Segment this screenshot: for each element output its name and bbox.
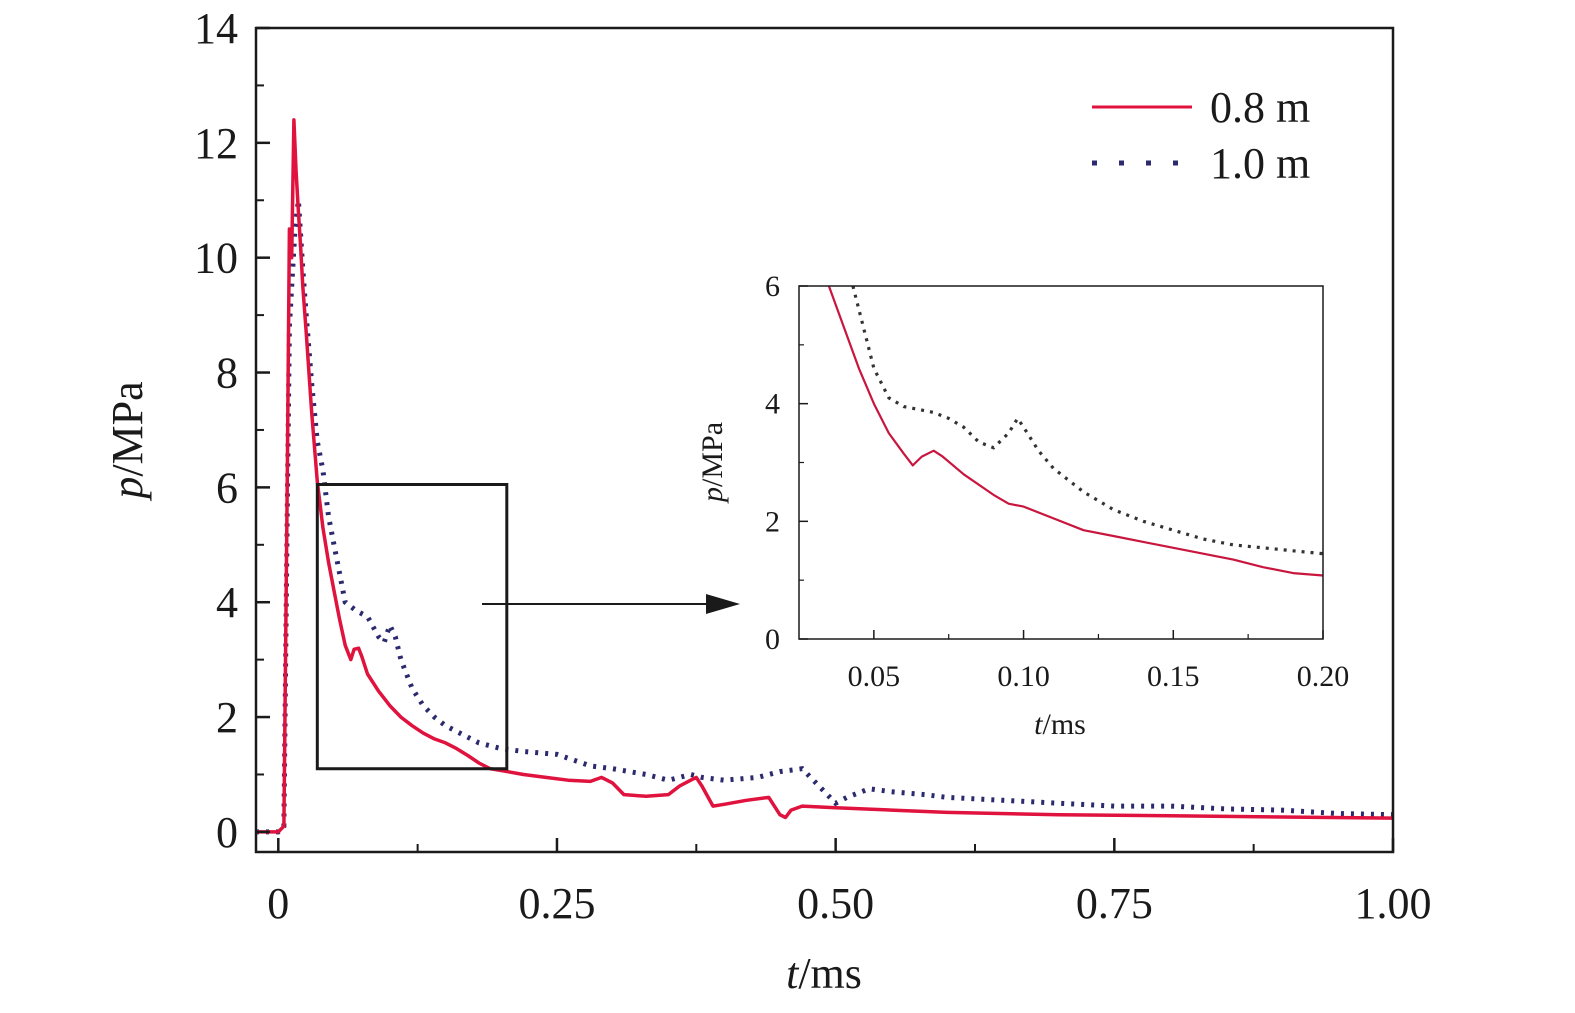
main-y-tick-label-0: 0 xyxy=(216,808,238,857)
inset-x-ticks: 0.05 0.10 0.15 0.20 xyxy=(848,630,1350,693)
main-y-tick-label-2: 4 xyxy=(216,578,238,627)
main-x-axis-label-unit: /ms xyxy=(798,949,862,998)
main-plot-frame xyxy=(254,26,1395,854)
inset-y-axis-label-var: p xyxy=(696,487,729,504)
main-y-tick-label-1: 2 xyxy=(216,693,238,742)
main-y-axis-label: p/MPa xyxy=(103,381,152,501)
inset-plot: 0 2 4 6 0.05 0.10 0.15 0.20 p/MPa t/ms xyxy=(696,270,1349,741)
inset-y-tick-label-0: 0 xyxy=(765,623,780,656)
inset-background xyxy=(799,286,1323,639)
legend-label-10: 1.0 m xyxy=(1210,139,1310,188)
main-y-tick-label-4: 8 xyxy=(216,349,238,398)
main-series-line-0-8m xyxy=(256,118,1394,834)
main-series-layer xyxy=(256,118,1394,835)
main-x-axis-label-var: t xyxy=(786,949,800,998)
inset-x-tick-label-1: 0.10 xyxy=(997,660,1050,693)
main-y-axis-label-var: p xyxy=(103,477,152,502)
main-x-tick-label-3: 0.75 xyxy=(1076,879,1153,928)
inset-x-tick-label-2: 0.15 xyxy=(1147,660,1200,693)
main-plot: 0 2 4 6 8 10 12 14 0 0.25 0.50 0.75 1.00 p/MPa t/ms… xyxy=(103,4,1432,998)
main-y-tick-label-5: 10 xyxy=(194,234,238,283)
inset-x-axis-label-var: t xyxy=(1034,708,1043,741)
main-x-tick-label-0: 0 xyxy=(267,879,289,928)
inset-y-tick-label-3: 6 xyxy=(765,270,780,303)
zoom-arrow xyxy=(482,594,740,614)
main-y-tick-label-7: 14 xyxy=(194,4,238,53)
inset-series-line-1-0m xyxy=(851,285,1324,556)
zoom-box xyxy=(315,483,509,771)
inset-series-layer xyxy=(827,285,1324,577)
main-x-tick-label-4: 1.00 xyxy=(1355,879,1432,928)
inset-y-axis-label-unit: /MPa xyxy=(696,422,729,487)
main-x-axis-label: t/ms xyxy=(786,949,862,998)
main-x-ticks: 0 0.25 0.50 0.75 1.00 xyxy=(267,838,1432,928)
inset-x-tick-label-3: 0.20 xyxy=(1297,660,1350,693)
main-y-axis-label-unit: /MPa xyxy=(103,381,152,476)
inset-y-tick-label-1: 2 xyxy=(765,505,780,538)
main-y-tick-label-6: 12 xyxy=(194,119,238,168)
legend-label-08: 0.8 m xyxy=(1210,83,1310,132)
inset-x-axis-label: t/ms xyxy=(1034,708,1086,741)
main-y-tick-label-3: 6 xyxy=(216,463,238,512)
main-x-tick-label-1: 0.25 xyxy=(518,879,595,928)
inset-y-axis-label: p/MPa xyxy=(696,422,729,504)
legend: 0.8 m 1.0 m xyxy=(1092,83,1310,188)
inset-series-line-0-8m xyxy=(827,285,1324,577)
main-y-ticks: 0 2 4 6 8 10 12 14 xyxy=(194,4,270,857)
inset-y-tick-label-2: 4 xyxy=(765,388,780,421)
inset-y-ticks: 0 2 4 6 xyxy=(765,270,808,656)
inset-x-axis-label-unit: /ms xyxy=(1042,708,1085,741)
main-x-tick-label-2: 0.50 xyxy=(797,879,874,928)
inset-x-tick-label-0: 0.05 xyxy=(848,660,901,693)
